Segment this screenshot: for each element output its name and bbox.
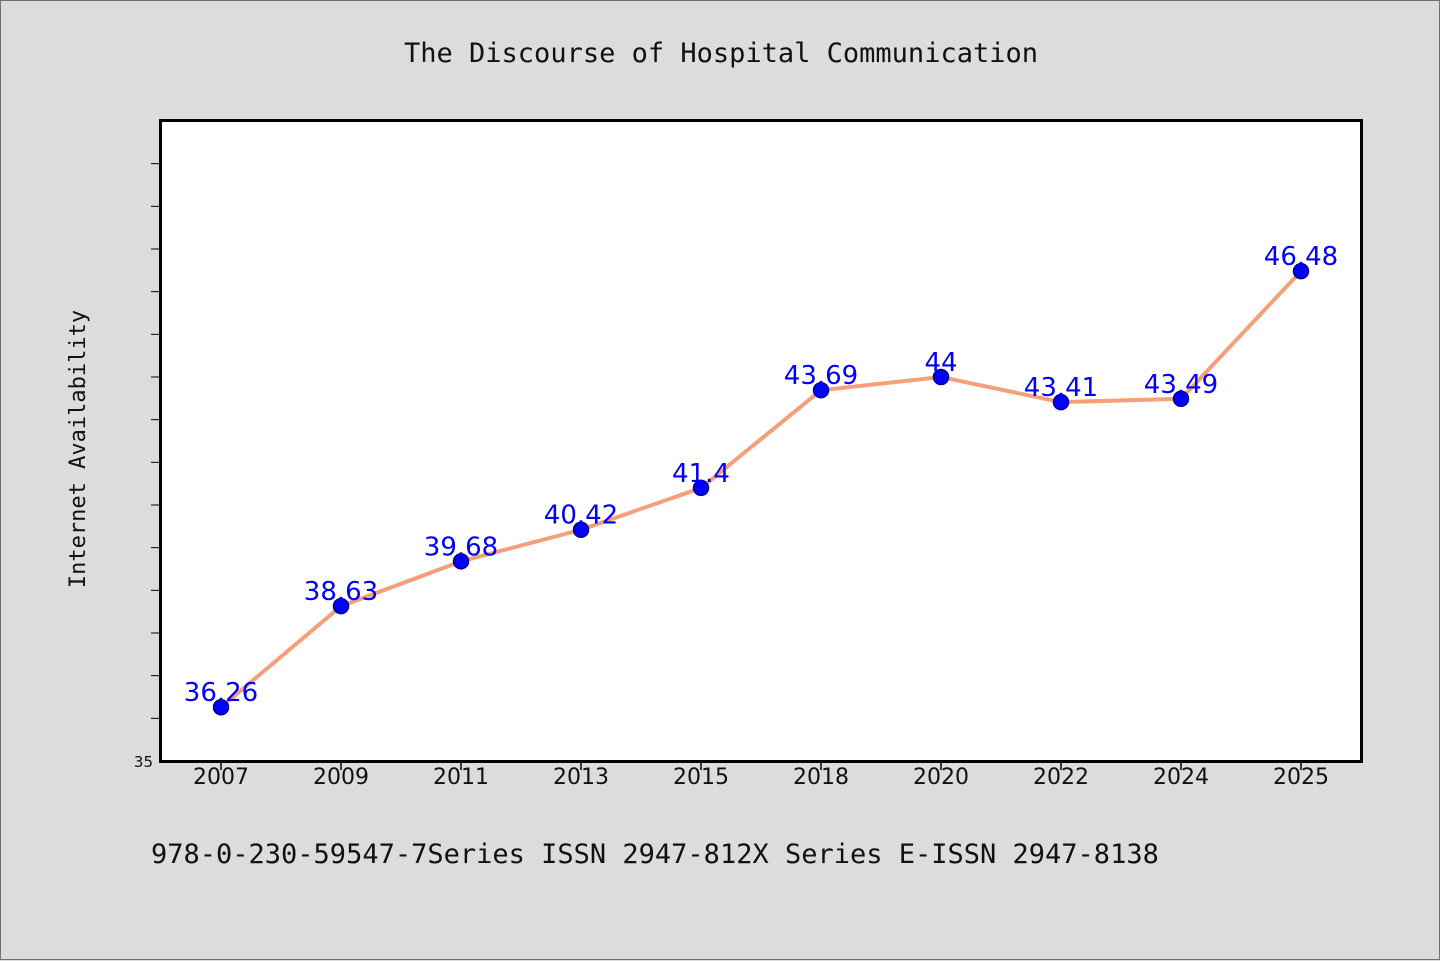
x-axis-ticks: 2007 2009 2011 2013 2015 2018 2020 2022 2024 2025	[193, 762, 1329, 790]
data-point	[932, 368, 950, 386]
series-markers	[212, 262, 1310, 716]
x-tick-label: 2018	[793, 765, 849, 790]
data-label: 43.69	[784, 361, 858, 391]
data-label: 40.42	[544, 501, 618, 531]
data-point	[1172, 390, 1190, 408]
data-label: 43.49	[1144, 370, 1218, 400]
y-axis-label: Internet Availability	[66, 310, 91, 588]
data-point	[572, 521, 590, 538]
data-label: 39.68	[424, 532, 498, 562]
chart-title: The Discourse of Hospital Communication	[404, 38, 1038, 69]
data-point	[332, 597, 350, 615]
data-point	[1052, 393, 1070, 411]
series-line-group	[219, 269, 1303, 710]
x-tick-label: 2013	[553, 765, 609, 790]
x-tick-label: 2020	[913, 765, 969, 790]
x-tick-label: 2011	[433, 765, 489, 790]
data-point	[452, 553, 470, 570]
data-point	[812, 381, 830, 399]
x-tick-label: 2015	[673, 765, 729, 790]
x-tick-label: 2009	[313, 765, 369, 790]
x-tick-label: 2007	[193, 765, 249, 790]
data-label: 44	[924, 348, 957, 378]
x-tick-label: 2022	[1033, 765, 1089, 790]
x-tick-label: 2025	[1273, 765, 1329, 790]
data-label: 43.41	[1024, 373, 1098, 403]
series-line	[219, 269, 1303, 710]
footer-isbn-issn: 978-0-230-59547-7Series ISSN 2947-812X S…	[151, 839, 1159, 870]
data-labels: 36.26 38.63 39.68 40.42 41.4 43.69 44 43.41 43.4…	[184, 242, 1338, 708]
data-label: 41.4	[672, 459, 730, 489]
data-point	[692, 479, 710, 497]
data-point	[1292, 262, 1310, 280]
data-point	[212, 698, 230, 716]
data-label: 46.48	[1264, 242, 1338, 272]
y-tick-label-35: 35	[134, 753, 153, 771]
data-label: 36.26	[184, 678, 258, 708]
y-axis-ticks	[151, 163, 160, 719]
data-label: 38.63	[304, 577, 378, 607]
x-tick-label: 2024	[1153, 765, 1209, 790]
